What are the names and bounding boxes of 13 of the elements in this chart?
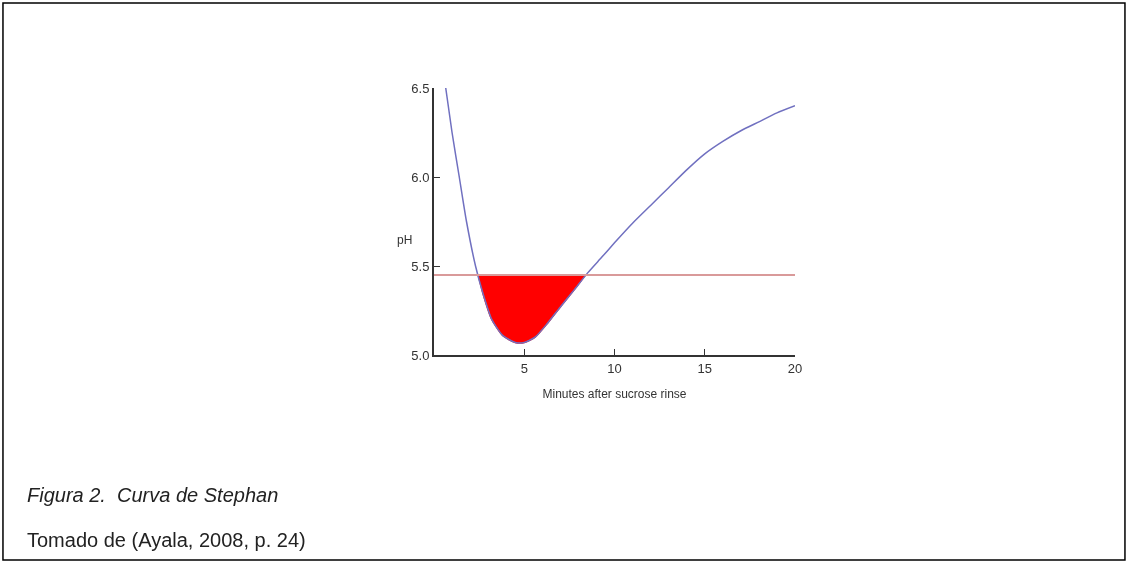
- y-axis-title: pH: [397, 233, 413, 247]
- line-series: [444, 88, 795, 344]
- x-tick-label: 20: [787, 360, 803, 376]
- y-tick-label: 5.0: [411, 347, 430, 363]
- y-tick-label: 6.5: [411, 80, 430, 96]
- y-tick-label: 5.5: [411, 258, 430, 274]
- x-axis-title: Minutes after sucrose rinse: [542, 387, 687, 401]
- text: Figura 2. Curva de Stephan: [27, 484, 279, 506]
- text: Tomado de (Ayala, 2008, p. 24): [27, 529, 306, 551]
- x-tick-label: 10: [607, 360, 622, 376]
- x-tick-label: 15: [697, 360, 712, 376]
- x-tick-label: 5: [520, 360, 528, 376]
- y-tick-label: 6.0: [411, 169, 430, 185]
